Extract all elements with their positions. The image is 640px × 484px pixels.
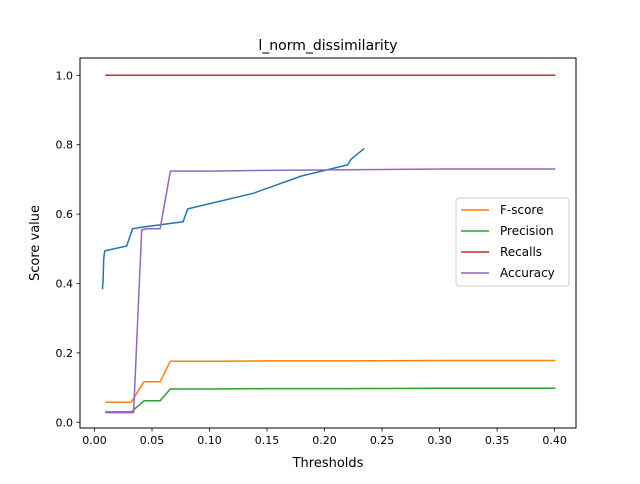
legend-label-precision: Precision bbox=[500, 224, 554, 238]
plot-lines bbox=[101, 74, 556, 414]
legend-label-recalls: Recalls bbox=[500, 245, 542, 259]
x-tick-label: 0.00 bbox=[82, 434, 107, 447]
x-tick-label: 0.20 bbox=[312, 434, 337, 447]
y-tick-label: 0.4 bbox=[56, 278, 74, 291]
x-tick-label: 0.05 bbox=[140, 434, 165, 447]
chart-title: l_norm_dissimilarity bbox=[258, 38, 397, 54]
series-line-unlabeled bbox=[101, 147, 365, 290]
x-tick-label: 0.25 bbox=[370, 434, 395, 447]
x-tick-label: 0.40 bbox=[542, 434, 567, 447]
y-tick-label: 0.2 bbox=[56, 347, 74, 360]
y-tick-label: 0.6 bbox=[56, 208, 74, 221]
x-axis: 0.00 0.05 0.10 0.15 0.20 0.25 0.30 0.35 0.40 bbox=[82, 428, 567, 447]
legend-label-f-score: F-score bbox=[500, 203, 543, 217]
y-axis: 0.0 0.2 0.4 0.6 0.8 1.0 bbox=[56, 69, 80, 429]
x-axis-label: Thresholds bbox=[292, 456, 364, 471]
x-tick-label: 0.10 bbox=[197, 434, 222, 447]
legend: F-score Precision Recalls Accuracy bbox=[455, 197, 570, 287]
y-tick-label: 1.0 bbox=[56, 69, 74, 82]
series-line-accuracy bbox=[105, 168, 556, 414]
x-tick-label: 0.15 bbox=[255, 434, 280, 447]
y-axis-label: Score value bbox=[28, 205, 43, 281]
series-line-precision bbox=[105, 387, 556, 413]
plot-area-frame bbox=[79, 57, 577, 429]
x-tick-label: 0.30 bbox=[427, 434, 452, 447]
legend-box bbox=[455, 197, 570, 287]
series-line-f-score bbox=[105, 359, 556, 403]
legend-entries: F-score Precision Recalls Accuracy bbox=[461, 203, 555, 280]
y-tick-label: 0.8 bbox=[56, 139, 74, 152]
x-tick-label: 0.35 bbox=[485, 434, 510, 447]
y-tick-label: 0.0 bbox=[56, 416, 74, 429]
legend-label-accuracy: Accuracy bbox=[500, 266, 555, 280]
